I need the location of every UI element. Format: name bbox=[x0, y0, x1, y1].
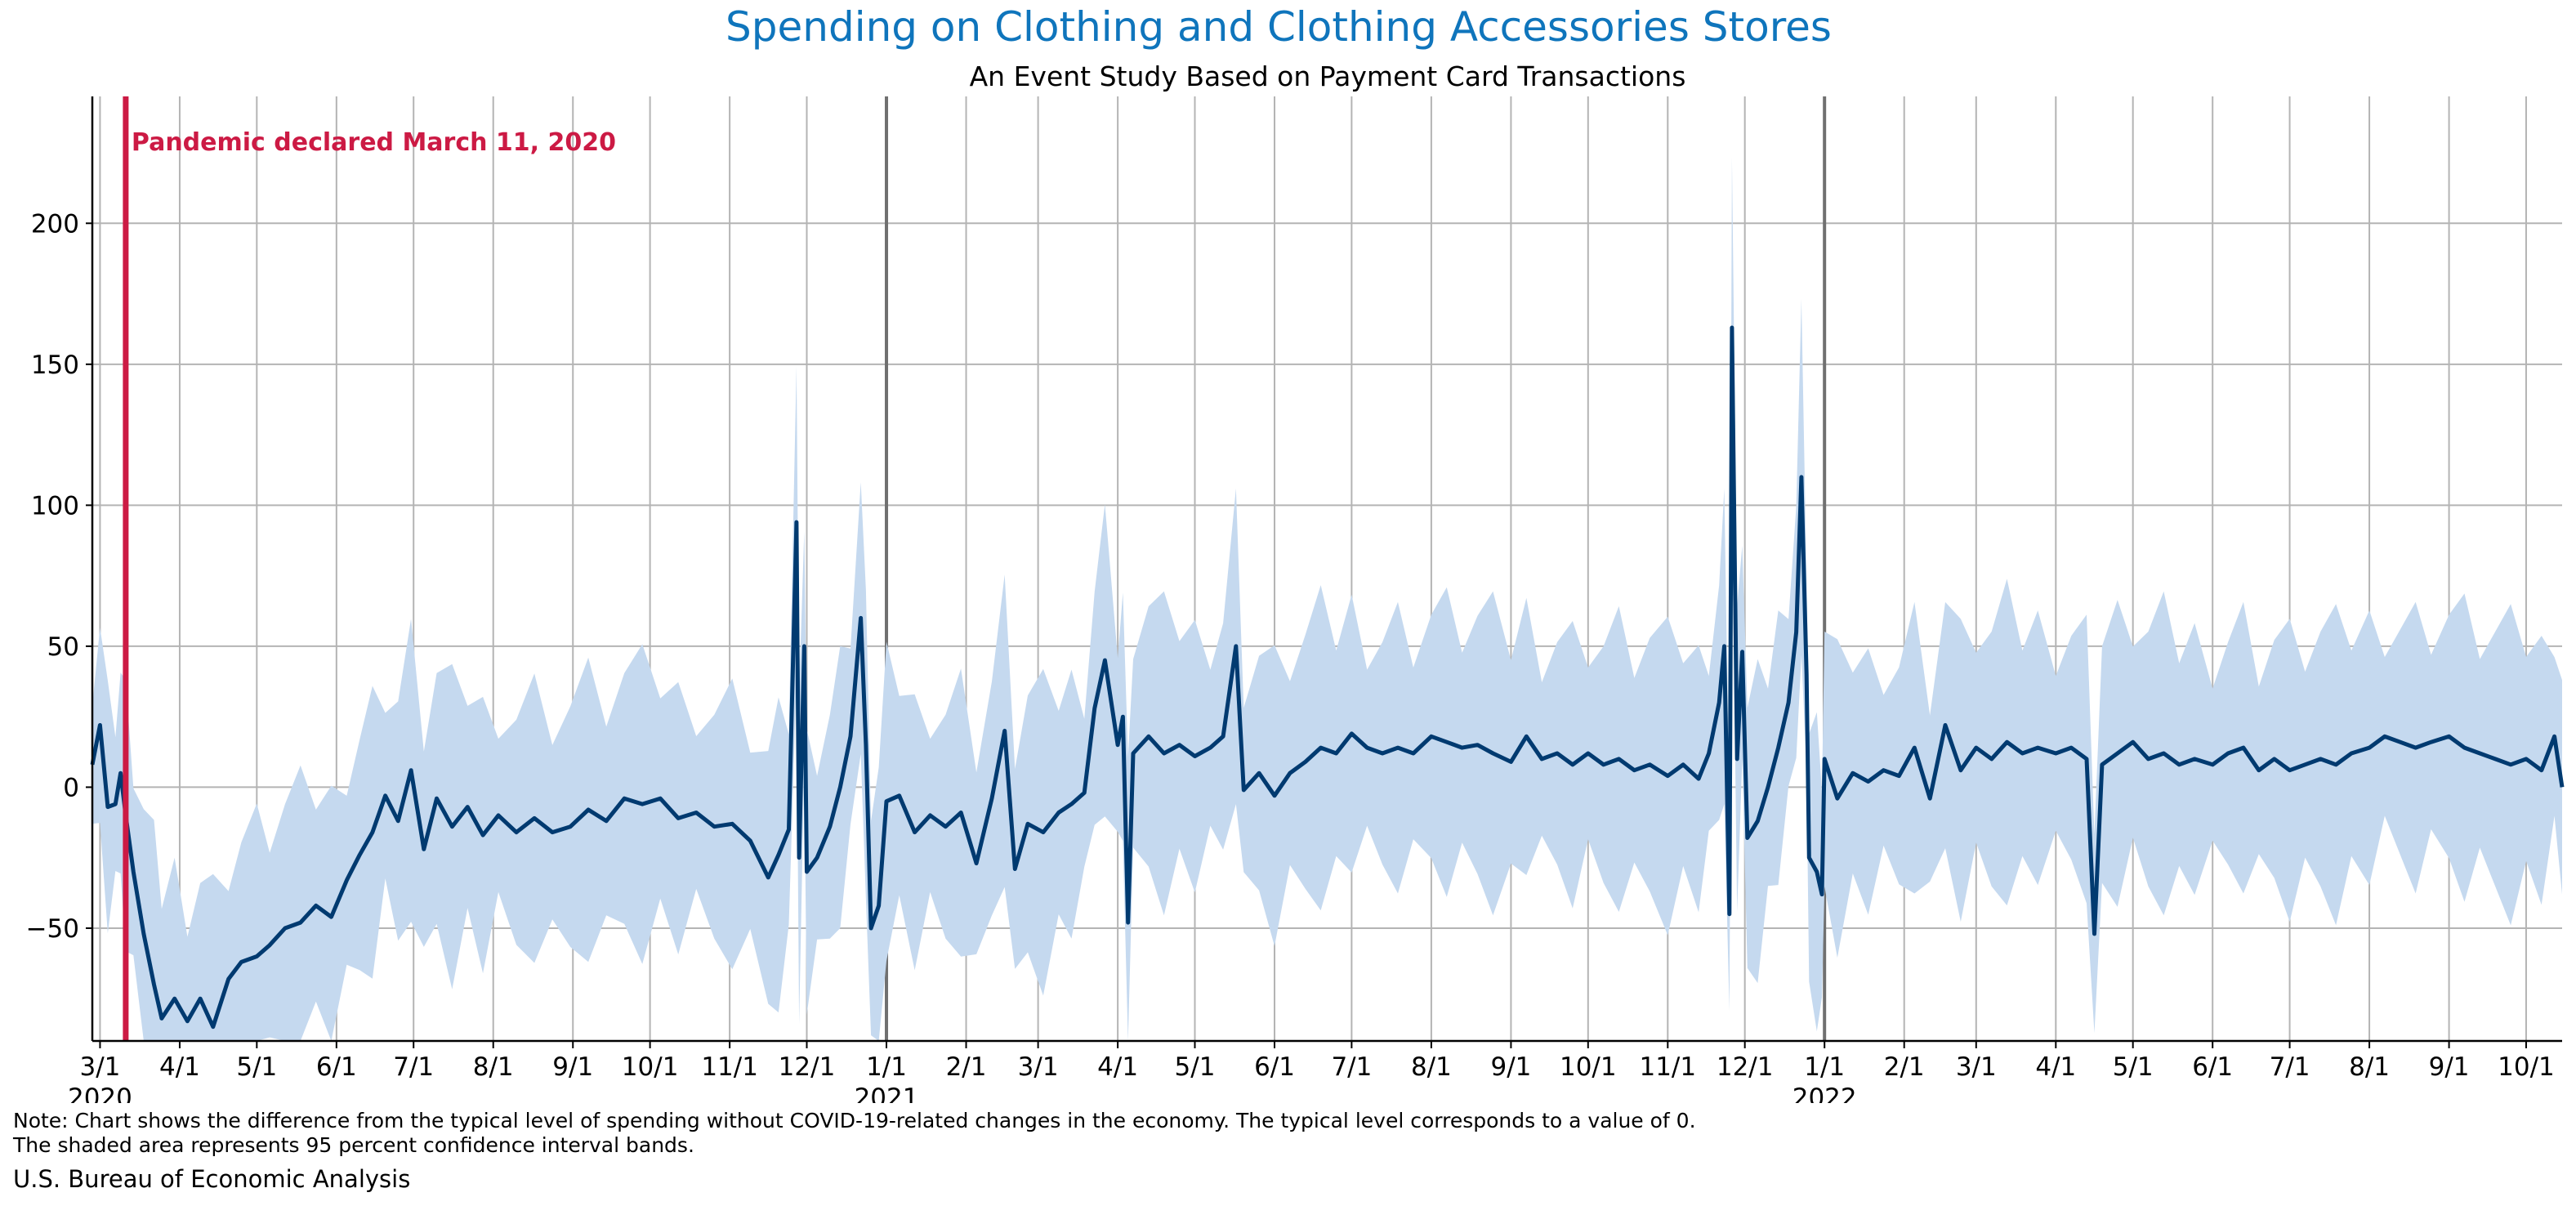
x-tick-label: 10/1 bbox=[2498, 1052, 2555, 1082]
event-marker: Pandemic declared March 11, 2020 bbox=[123, 96, 616, 1041]
pandemic-event-label: Pandemic declared March 11, 2020 bbox=[132, 128, 616, 157]
x-year-label: 2020 bbox=[68, 1083, 132, 1103]
y-tick-label: 150 bbox=[31, 351, 79, 380]
y-tick-label: −50 bbox=[26, 914, 79, 944]
confidence-band bbox=[92, 157, 2562, 1041]
x-tick-label: 1/1 bbox=[1804, 1052, 1845, 1082]
line-chart: Pandemic declared March 11, 2020 −50 0 50 1… bbox=[26, 96, 2565, 1103]
x-tick-label: 7/1 bbox=[1331, 1052, 1372, 1082]
spending-line bbox=[90, 325, 2565, 1030]
x-tick-label: 3/1 bbox=[79, 1052, 120, 1082]
x-tick-label: 7/1 bbox=[2270, 1052, 2310, 1082]
x-tick-label: 12/1 bbox=[779, 1052, 836, 1082]
x-tick-label: 11/1 bbox=[1639, 1052, 1696, 1082]
x-tick-label: 12/1 bbox=[1717, 1052, 1774, 1082]
x-tick-label: 6/1 bbox=[1254, 1052, 1295, 1082]
x-year-label: 2022 bbox=[1792, 1083, 1857, 1103]
x-tick-label: 8/1 bbox=[1411, 1052, 1452, 1082]
x-tick-label: 7/1 bbox=[393, 1052, 434, 1082]
x-tick-label: 4/1 bbox=[2035, 1052, 2076, 1082]
x-tick-label: 8/1 bbox=[473, 1052, 514, 1082]
note-line-2: The shaded area represents 95 percent co… bbox=[13, 1133, 694, 1157]
chart-subtitle: An Event Study Based on Payment Card Tra… bbox=[969, 60, 1686, 92]
x-tick-label: 10/1 bbox=[1560, 1052, 1617, 1082]
x-tick-label: 10/1 bbox=[622, 1052, 679, 1082]
x-tick-label: 5/1 bbox=[1175, 1052, 1216, 1082]
x-tick-label: 4/1 bbox=[1097, 1052, 1138, 1082]
x-tick-label: 5/1 bbox=[2113, 1052, 2154, 1082]
source-credit: U.S. Bureau of Economic Analysis bbox=[13, 1165, 411, 1193]
x-tick-label: 1/1 bbox=[866, 1052, 907, 1082]
x-tick-label: 4/1 bbox=[159, 1052, 200, 1082]
x-tick-label: 2/1 bbox=[1884, 1052, 1925, 1082]
x-tick-label: 9/1 bbox=[552, 1052, 593, 1082]
x-tick-label: 11/1 bbox=[701, 1052, 758, 1082]
y-tick-label: 100 bbox=[31, 491, 79, 520]
confidence-band-area bbox=[92, 157, 2562, 1041]
x-tick-label: 3/1 bbox=[1018, 1052, 1059, 1082]
x-tick-label: 3/1 bbox=[1956, 1052, 1997, 1082]
x-tick-label: 2/1 bbox=[946, 1052, 987, 1082]
chart-title: Spending on Clothing and Clothing Access… bbox=[725, 3, 1832, 51]
x-tick-label: 8/1 bbox=[2349, 1052, 2390, 1082]
y-tick-label: 0 bbox=[63, 773, 79, 802]
x-year-label: 2021 bbox=[855, 1083, 919, 1103]
y-tick-label: 50 bbox=[47, 632, 79, 662]
x-tick-label: 6/1 bbox=[2192, 1052, 2233, 1082]
x-tick-label: 9/1 bbox=[1490, 1052, 1531, 1082]
x-tick-label: 9/1 bbox=[2429, 1052, 2470, 1082]
x-tick-label: 6/1 bbox=[316, 1052, 357, 1082]
chart-note: Note: Chart shows the difference from th… bbox=[13, 1109, 1696, 1158]
x-tick-label: 5/1 bbox=[236, 1052, 277, 1082]
series-line bbox=[90, 325, 2565, 1030]
y-tick-label: 200 bbox=[31, 209, 79, 239]
note-line-1: Note: Chart shows the difference from th… bbox=[13, 1109, 1696, 1132]
